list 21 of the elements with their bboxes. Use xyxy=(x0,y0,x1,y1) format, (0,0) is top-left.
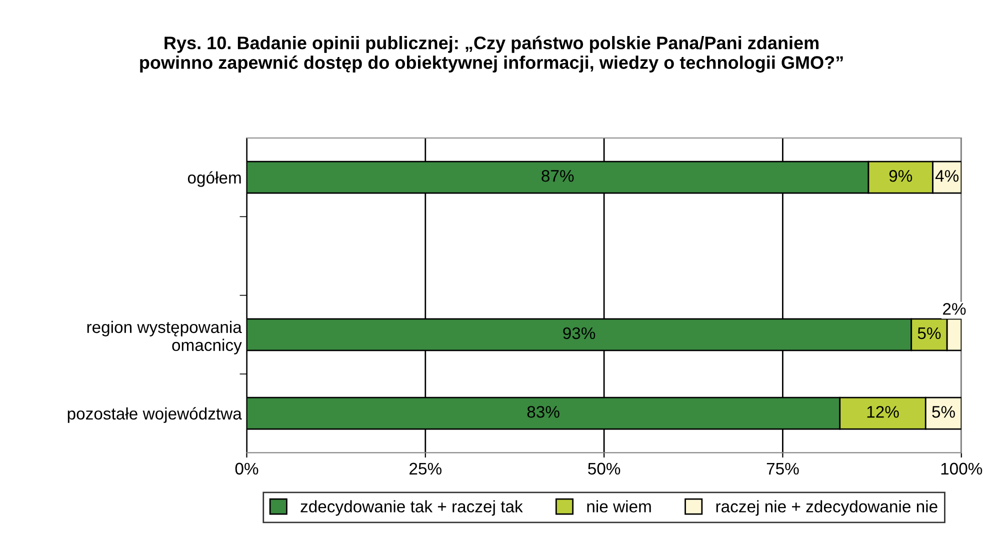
x-tick-label: 25% xyxy=(410,462,442,475)
data-label: 4% xyxy=(935,170,959,182)
x-tick-label: 75% xyxy=(766,462,799,475)
chart-title: Rys. 10. Badanie opinii publicznej: „Czy państwo polskie Pana/Pani zdaniem powinno zapewnić dostęp do obiektywnej informacji, wiedzy o technologii GMO?” xyxy=(140,36,843,73)
x-tick-label: 0% xyxy=(235,462,258,475)
x-tick-label: 50% xyxy=(588,462,620,475)
data-label: 12% xyxy=(867,406,899,418)
data-label: 5% xyxy=(918,327,941,340)
data-label: 9% xyxy=(889,170,912,182)
data-label: 5% xyxy=(932,406,955,418)
data-label: 87% xyxy=(542,170,574,182)
data-label: 93% xyxy=(563,327,596,340)
data-label: 83% xyxy=(527,406,560,418)
legend-label: nie wiem xyxy=(587,500,651,512)
legend-label: raczej nie + zdecydowanie nie xyxy=(716,500,938,516)
y-tick-label: ogółem xyxy=(188,171,241,187)
y-tick-label: region występowania omacnicy xyxy=(87,320,242,354)
y-tick-label: pozostałe województwa xyxy=(68,407,242,423)
legend-label: zdecydowanie tak + raczej tak xyxy=(300,500,523,516)
data-label: 2% xyxy=(943,303,966,315)
x-tick-label: 100% xyxy=(941,462,982,475)
